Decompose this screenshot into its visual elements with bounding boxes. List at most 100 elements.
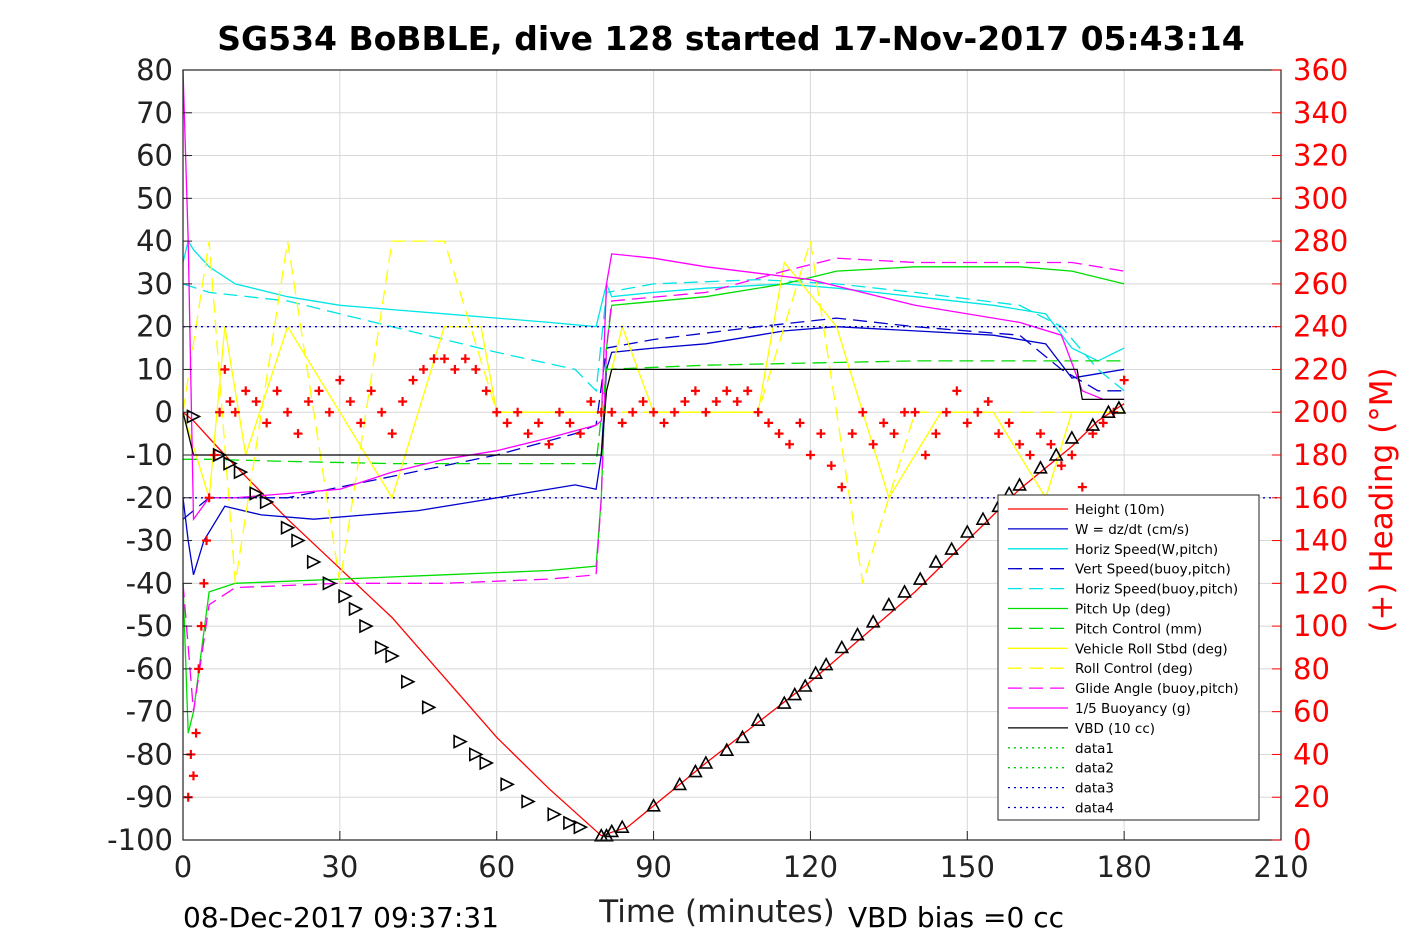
depth-triangle <box>959 524 975 538</box>
heading-point <box>481 386 491 396</box>
depth-triangle <box>1048 447 1064 461</box>
heading-point <box>586 397 596 407</box>
depth-triangle <box>1101 404 1116 419</box>
depth-triangle <box>563 815 578 831</box>
heading-point <box>753 407 763 417</box>
depth-triangle <box>698 755 714 769</box>
legend-label: Horiz Speed(W,pitch) <box>1075 542 1218 558</box>
heading-point <box>1119 375 1129 385</box>
depth-triangle <box>776 695 792 709</box>
depth-triangle <box>865 614 881 628</box>
heading-point <box>826 461 836 471</box>
depth-triangle <box>385 648 400 664</box>
right-tick-label: 120 <box>1293 566 1348 600</box>
legend-label: data1 <box>1075 741 1114 757</box>
depth-triangle <box>719 742 735 756</box>
heading-point <box>429 354 439 364</box>
right-tick-label: 180 <box>1293 438 1348 472</box>
series-line-4 <box>182 278 1125 393</box>
depth-triangle <box>604 823 620 838</box>
heading-point <box>513 407 523 417</box>
right-tick-label: 280 <box>1293 224 1348 258</box>
depth-triangle <box>834 639 850 654</box>
heading-point <box>387 429 397 439</box>
heading-point <box>973 407 983 417</box>
heading-point <box>795 418 805 428</box>
right-tick-label: 260 <box>1293 267 1348 301</box>
heading-point <box>502 418 512 428</box>
heading-point <box>196 621 206 631</box>
legend-label: data4 <box>1075 801 1114 817</box>
right-tick-label: 220 <box>1293 352 1348 386</box>
heading-point <box>774 429 784 439</box>
depth-triangle <box>374 640 390 655</box>
depth-triangle <box>359 618 374 634</box>
right-tick-label: 340 <box>1293 96 1348 130</box>
heading-point <box>356 418 366 428</box>
heading-point <box>575 429 585 439</box>
heading-markers <box>183 354 1129 802</box>
heading-point <box>523 429 533 439</box>
heading-point <box>554 407 564 417</box>
depth-triangle <box>787 686 803 701</box>
heading-point <box>994 429 1004 439</box>
heading-point <box>983 397 993 407</box>
depth-triangle <box>614 819 630 833</box>
heading-point <box>534 418 544 428</box>
heading-point <box>596 407 606 417</box>
legend-label: VBD (10 cc) <box>1075 721 1155 737</box>
heading-point <box>230 407 240 417</box>
heading-point <box>215 407 225 417</box>
heading-point <box>868 439 878 449</box>
x-tick-label: 90 <box>635 850 672 884</box>
depth-triangle <box>479 755 495 771</box>
heading-point <box>408 375 418 385</box>
depth-triangle <box>928 554 944 568</box>
right-tick-label: 60 <box>1293 695 1330 729</box>
heading-point <box>204 493 214 503</box>
heading-point <box>1035 429 1045 439</box>
series-line-11 <box>182 368 1125 456</box>
left-tick-label: -40 <box>126 566 173 600</box>
x-tick-label: 180 <box>1096 850 1151 884</box>
depth-triangle <box>818 656 834 671</box>
heading-point <box>366 386 376 396</box>
left-tick-label: 60 <box>136 139 173 173</box>
depth-triangle <box>1012 477 1027 491</box>
depth-triangle <box>797 678 813 692</box>
depth-triangle <box>599 828 614 842</box>
right-tick-label: 100 <box>1293 609 1348 643</box>
right-tick-label: 360 <box>1293 53 1348 87</box>
left-tick-label: -70 <box>126 695 173 729</box>
depth-triangle <box>912 571 928 585</box>
heading-point <box>952 386 962 396</box>
heading-point <box>638 397 648 407</box>
heading-point <box>889 429 899 439</box>
depth-triangle <box>291 533 306 548</box>
depth-triangle <box>850 626 865 641</box>
right-tick-label: 0 <box>1293 823 1311 857</box>
left-tick-label: 50 <box>136 181 173 215</box>
heading-point <box>962 418 972 428</box>
heading-point <box>805 450 815 460</box>
series-line-3 <box>182 317 1125 520</box>
heading-point <box>931 429 941 439</box>
right-tick-label: 300 <box>1293 181 1348 215</box>
depth-triangle <box>881 597 897 611</box>
depth-triangle <box>421 700 437 715</box>
depth-triangle <box>322 576 338 591</box>
heading-point <box>398 397 408 407</box>
heading-point <box>743 386 753 396</box>
depth-triangle <box>1111 400 1127 414</box>
x-tick-label: 0 <box>174 850 192 884</box>
depth-triangle <box>975 511 991 525</box>
depth-triangle <box>1033 460 1048 474</box>
depth-triangle <box>306 554 322 570</box>
heading-point <box>251 397 261 407</box>
heading-point <box>701 407 711 417</box>
depth-triangle <box>401 674 416 690</box>
left-tick-label: 40 <box>136 224 173 258</box>
depth-triangle <box>688 763 703 778</box>
heading-point <box>345 397 355 407</box>
